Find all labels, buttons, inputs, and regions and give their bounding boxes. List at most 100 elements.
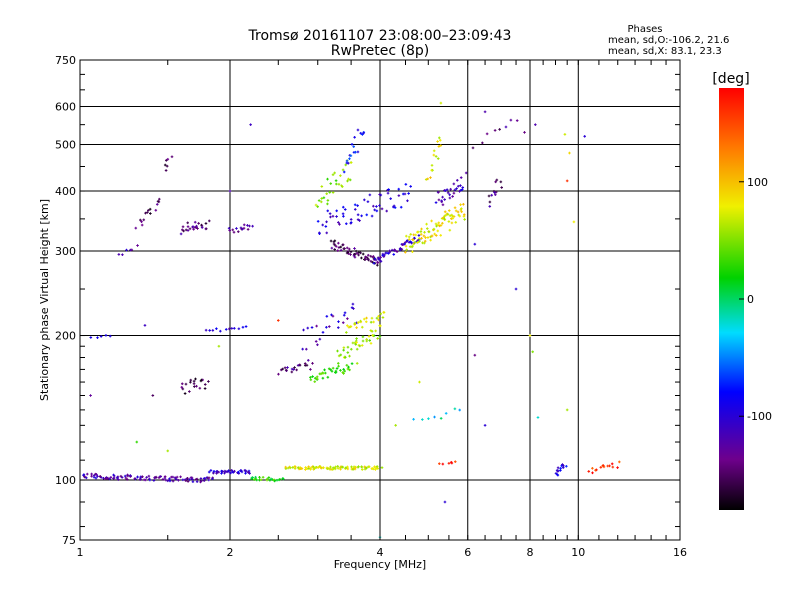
data-point [393, 249, 397, 252]
data-point [335, 215, 338, 218]
axis-ticks [79, 59, 681, 540]
stats-line-x: mean, sd,X: 83.1, 23.3 [608, 46, 722, 57]
data-point [207, 219, 211, 223]
data-point [349, 161, 353, 164]
data-point [373, 208, 376, 212]
data-point [227, 469, 230, 473]
data-point [411, 238, 414, 241]
data-point [117, 478, 120, 481]
data-point [192, 382, 196, 385]
data-point [500, 186, 503, 189]
data-point [417, 234, 421, 237]
data-point [388, 250, 392, 254]
data-point [341, 243, 344, 247]
data-point [481, 141, 484, 145]
data-point [353, 252, 356, 256]
data-point [129, 474, 132, 477]
data-point [251, 224, 254, 228]
data-point [331, 173, 335, 177]
data-point [471, 146, 475, 150]
data-point [485, 132, 489, 136]
data-point [454, 221, 458, 224]
data-point [337, 246, 341, 249]
data-point [376, 337, 379, 340]
data-point [332, 240, 336, 244]
data-point [166, 479, 170, 483]
data-point [345, 363, 349, 367]
data-point [325, 325, 328, 329]
data-point [458, 190, 461, 193]
data-point [473, 242, 477, 246]
data-point [164, 169, 168, 172]
data-point [366, 253, 370, 257]
data-point [141, 475, 144, 479]
data-point [326, 467, 329, 471]
data-point [419, 233, 423, 236]
data-point [602, 465, 606, 469]
data-point [288, 466, 292, 470]
data-point [353, 203, 357, 207]
data-point [383, 253, 386, 257]
data-point [156, 200, 160, 203]
data-point [349, 325, 353, 328]
data-point [473, 353, 477, 357]
data-point [587, 470, 591, 473]
data-point [191, 477, 194, 481]
data-point [233, 469, 236, 473]
data-point [248, 472, 251, 475]
data-point [416, 241, 420, 244]
data-point [565, 179, 569, 183]
data-point [493, 191, 496, 194]
data-point [374, 258, 378, 262]
data-point [346, 324, 349, 327]
data-point [121, 253, 124, 256]
data-point [350, 465, 353, 469]
data-point [90, 474, 93, 478]
data-point [343, 369, 347, 373]
data-point [443, 210, 447, 214]
data-point [330, 246, 334, 250]
data-point [454, 209, 458, 213]
data-point [202, 479, 206, 483]
data-point [453, 188, 457, 192]
data-point [221, 470, 224, 473]
data-point [136, 475, 139, 479]
data-point [360, 325, 364, 329]
data-point [386, 191, 390, 195]
data-point [523, 131, 526, 134]
data-point [409, 185, 412, 188]
data-point [364, 258, 367, 261]
stats-heading: Phases [627, 24, 662, 35]
data-point [443, 198, 446, 201]
data-point [117, 253, 121, 256]
data-point [349, 250, 353, 254]
data-point [494, 180, 497, 184]
data-point [125, 248, 128, 252]
data-point [345, 331, 348, 334]
data-point [423, 239, 427, 243]
data-point [342, 346, 346, 349]
data-point [392, 204, 396, 208]
data-point [460, 188, 464, 191]
data-point [355, 347, 359, 351]
data-point [149, 212, 152, 215]
data-point [354, 249, 358, 253]
data-point [376, 263, 379, 267]
data-point [559, 467, 562, 470]
data-point [369, 329, 373, 332]
data-point [322, 196, 326, 200]
data-point [258, 475, 261, 479]
data-point [397, 194, 401, 197]
data-point [351, 302, 355, 306]
data-point [346, 465, 349, 469]
data-point [198, 386, 202, 390]
data-point [363, 198, 366, 202]
data-point [436, 223, 440, 227]
data-point [305, 347, 308, 351]
data-point [459, 184, 462, 187]
data-point [341, 205, 345, 209]
data-point [283, 366, 287, 370]
data-point [606, 464, 610, 468]
data-point [365, 213, 369, 217]
data-point [281, 477, 285, 481]
